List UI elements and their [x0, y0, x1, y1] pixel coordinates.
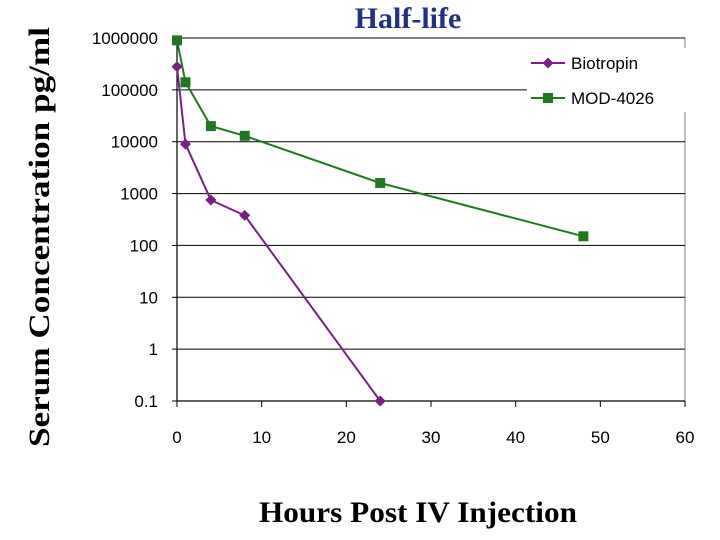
y-tick-label: 1000000: [92, 29, 158, 48]
series-biotropin: [171, 61, 386, 407]
legend-label: Biotropin: [571, 54, 638, 73]
chart-title: Half-life: [355, 2, 462, 35]
data-point: [171, 61, 183, 73]
data-point: [239, 209, 251, 221]
x-tick-label: 0: [172, 428, 181, 447]
legend-box: [527, 48, 687, 112]
data-point: [375, 177, 386, 188]
legend-swatch-marker: [542, 57, 554, 69]
data-point: [205, 194, 217, 206]
legend-swatch-marker: [543, 93, 553, 103]
data-point: [172, 35, 182, 46]
x-axis-title: Hours Post IV Injection: [259, 496, 577, 529]
x-tick-label: 40: [506, 428, 525, 447]
y-tick-label: 10000: [111, 133, 158, 152]
x-tick-label: 10: [252, 428, 271, 447]
data-point: [239, 130, 250, 141]
y-axis-title: Serum Concentration pg/ml: [23, 27, 56, 447]
legend-label: MOD-4026: [571, 89, 654, 108]
data-point: [578, 231, 589, 242]
legend: Biotropin MOD-4026: [527, 48, 687, 112]
series-mod-4026: [172, 35, 589, 242]
y-tick-label: 100000: [101, 81, 158, 100]
series-layer: [171, 35, 589, 407]
y-tick-label: 10: [139, 288, 158, 307]
tick-labels: 1000000 100000 10000 1000 100 10 1 0.1 0 10 20 30 40…: [92, 29, 695, 447]
series-line: [176, 40, 584, 238]
y-tick-label: 100: [130, 236, 158, 255]
y-tick-label: 0.1: [134, 392, 158, 411]
x-tick-label: 30: [422, 428, 441, 447]
x-tick-label: 60: [676, 428, 695, 447]
legend-item-biotropin: Biotropin: [531, 54, 638, 73]
data-point: [179, 138, 191, 150]
data-point: [180, 77, 191, 88]
y-tick-label: 1000: [120, 185, 158, 204]
y-tick-label: 1: [149, 340, 158, 359]
legend-item-mod-4026: MOD-4026: [531, 89, 654, 108]
x-tick-label: 20: [337, 428, 356, 447]
data-point: [205, 121, 216, 132]
x-tick-label: 50: [591, 428, 610, 447]
data-point: [374, 395, 386, 407]
